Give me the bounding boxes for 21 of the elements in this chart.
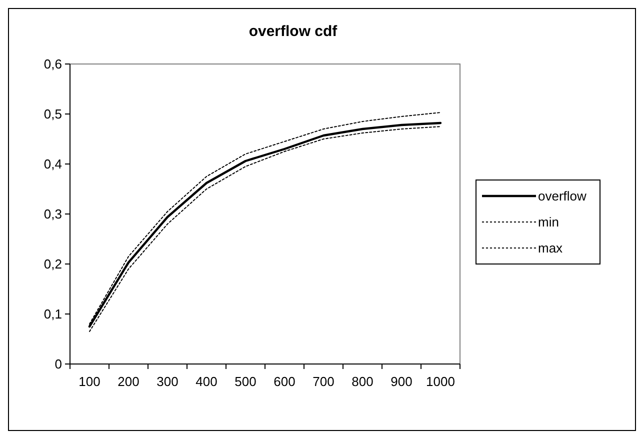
y-tick-label: 0,2 <box>44 256 62 272</box>
x-tick-label: 100 <box>78 374 100 389</box>
y-tick-label: 0,4 <box>44 156 62 172</box>
x-tick-label: 400 <box>196 374 218 389</box>
x-tick-label: 900 <box>390 374 412 389</box>
legend-label: min <box>538 214 559 230</box>
x-tick-label: 600 <box>274 374 296 389</box>
legend-label: overflow <box>538 188 588 204</box>
x-tick-label: 800 <box>352 374 374 389</box>
y-tick-label: 0,5 <box>44 106 62 122</box>
y-tick-label: 0,6 <box>44 56 62 72</box>
y-tick-label: 0,1 <box>44 306 62 322</box>
x-tick-label: 1000 <box>426 374 455 389</box>
x-tick-label: 500 <box>234 374 256 389</box>
legend-label: max <box>538 240 564 256</box>
x-tick-label: 300 <box>156 374 178 389</box>
chart-title: overflow cdf <box>248 23 338 40</box>
y-tick-label: 0 <box>54 356 62 372</box>
x-tick-label: 200 <box>118 374 140 389</box>
y-tick-label: 0,3 <box>44 206 62 222</box>
x-tick-label: 700 <box>312 374 334 389</box>
